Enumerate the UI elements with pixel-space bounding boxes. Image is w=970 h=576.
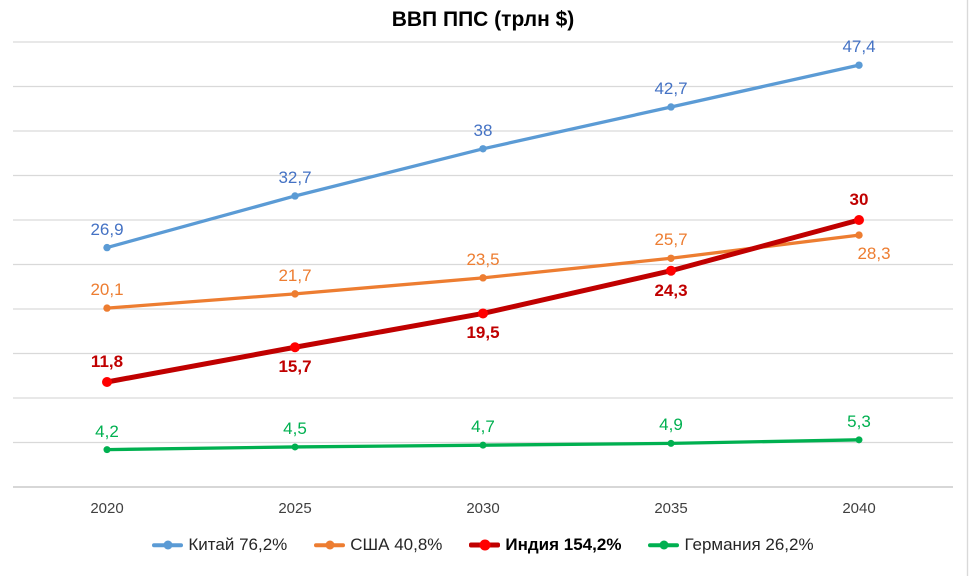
india-legend-marker-icon — [469, 539, 501, 552]
india-marker — [478, 308, 488, 319]
chart-title: ВВП ППС (трлн $) — [391, 8, 575, 31]
legend-item-usa: США 40,8% — [314, 535, 442, 555]
china-data-label: 47,4 — [842, 37, 876, 57]
x-axis-label: 2025 — [278, 500, 312, 517]
usa-marker — [291, 290, 299, 298]
china-marker — [103, 243, 111, 252]
usa-data-label: 28,3 — [857, 244, 891, 264]
usa-data-label: 25,7 — [654, 230, 688, 250]
china-legend-label: Китай 76,2% — [188, 535, 288, 554]
x-axis-label: 2020 — [90, 500, 124, 517]
india-data-label: 24,3 — [654, 280, 688, 300]
india-data-label: 30 — [849, 190, 869, 209]
germany-marker — [103, 446, 111, 454]
india-marker — [290, 342, 300, 353]
germany-legend-marker-icon — [648, 539, 680, 552]
india-data-label: 11,8 — [90, 351, 124, 371]
india-marker — [854, 215, 864, 225]
usa-data-label: 20,1 — [90, 280, 124, 300]
china-data-label: 26,9 — [90, 219, 124, 239]
india-marker — [102, 376, 112, 387]
china-data-label: 32,7 — [278, 167, 312, 187]
india-data-label: 19,5 — [466, 323, 500, 343]
china-marker — [291, 192, 299, 200]
usa-line — [105, 233, 861, 310]
germany-data-label: 4,7 — [471, 417, 495, 437]
usa-data-label: 21,7 — [278, 265, 312, 285]
usa-data-label: 23,5 — [466, 249, 500, 269]
legend: Китай 76,2% США 40,8% Индия 154,2% Германия… — [0, 535, 966, 555]
china-data-label: 42,7 — [654, 78, 688, 98]
legend-item-india: Индия 154,2% — [469, 535, 621, 555]
germany-data-label: 4,9 — [659, 415, 683, 435]
legend-item-china: Китай 76,2% — [152, 535, 287, 555]
china-marker — [667, 103, 675, 111]
x-axis-label: 2040 — [842, 500, 876, 517]
usa-legend-marker-icon — [314, 539, 346, 552]
china-marker — [479, 145, 487, 153]
x-axis-label: 2030 — [466, 500, 500, 517]
x-axis-label: 2035 — [654, 500, 688, 517]
germany-data-label: 4,2 — [95, 421, 119, 441]
usa-marker — [667, 254, 675, 262]
india-data-label: 15,7 — [278, 357, 312, 377]
india-marker — [666, 265, 676, 276]
germany-data-label: 4,5 — [283, 418, 307, 438]
usa-marker — [479, 274, 487, 282]
china-legend-marker-icon — [152, 539, 184, 552]
india-legend-label: Индия 154,2% — [505, 535, 622, 554]
germany-legend-label: Германия 26,2% — [684, 535, 814, 554]
usa-legend-label: США 40,8% — [350, 535, 443, 554]
china-data-label: 38 — [473, 120, 493, 140]
legend-item-germany: Германия 26,2% — [648, 535, 814, 555]
usa-marker — [855, 231, 863, 239]
usa-marker — [103, 304, 111, 312]
germany-data-label: 5,3 — [847, 411, 871, 431]
germany-marker — [479, 441, 487, 449]
china-marker — [855, 61, 863, 69]
germany-marker — [855, 436, 863, 444]
germany-marker — [667, 439, 675, 447]
germany-marker — [291, 443, 299, 451]
